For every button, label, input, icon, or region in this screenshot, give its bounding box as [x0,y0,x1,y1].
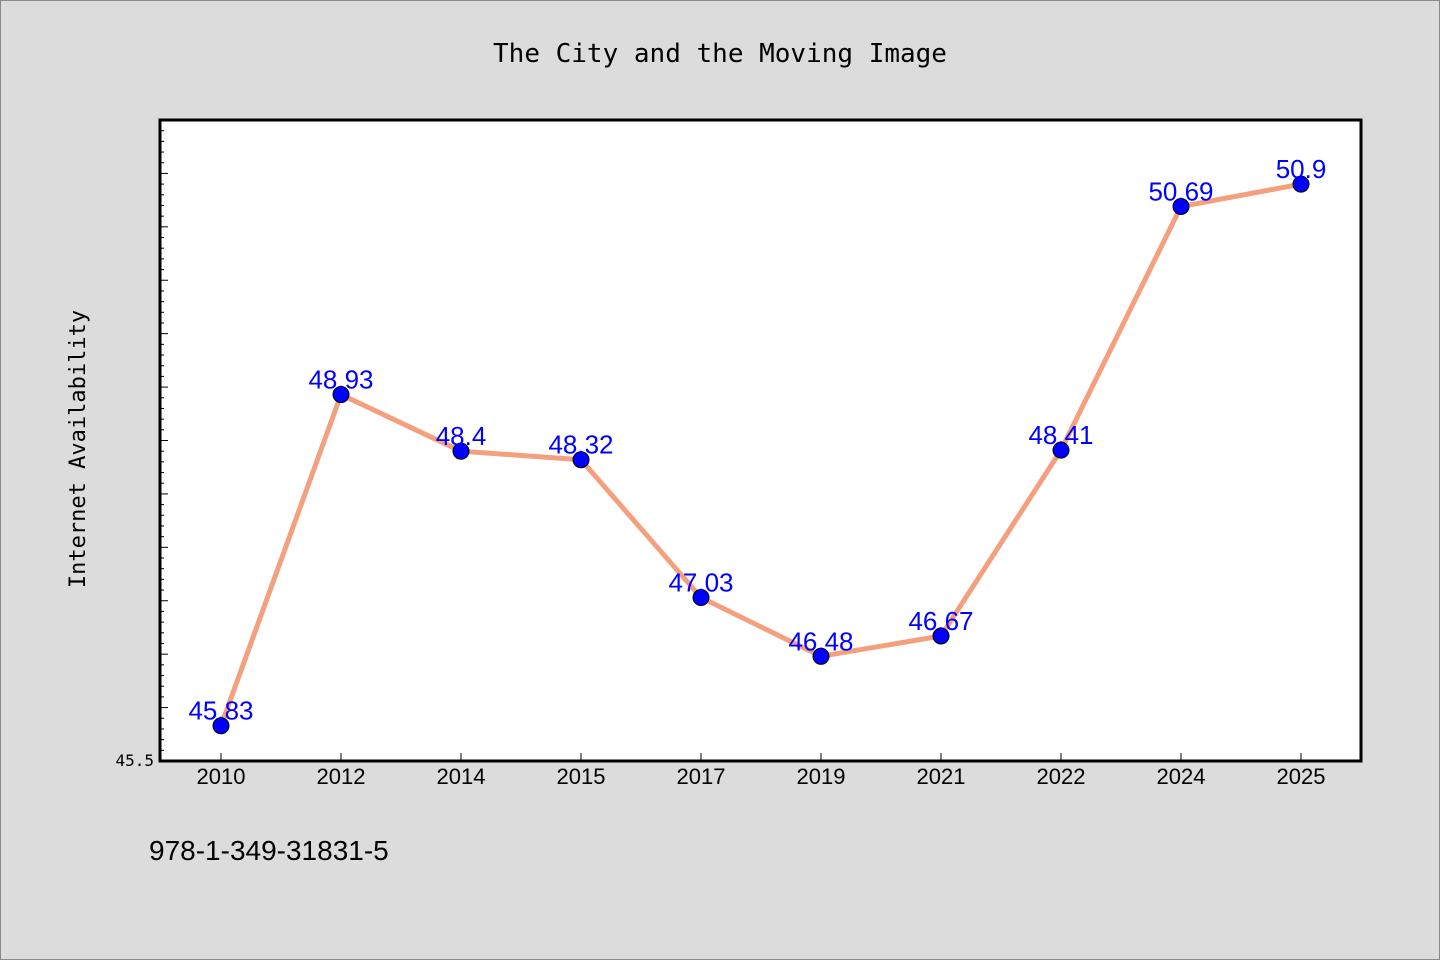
data-label: 50.69 [1148,177,1213,207]
data-point [332,386,350,404]
x-axis-ticks: 2010 2012 2014 2015 2017 2019 2021 2022 2024 2025 [197,753,1326,789]
data-point [572,451,590,469]
data-point [452,442,470,460]
data-point [1172,198,1190,216]
data-label: 46.48 [788,626,853,656]
data-label: 47.03 [668,568,733,598]
x-tick-label: 2025 [1277,764,1326,789]
data-point [812,647,830,665]
data-label: 48.93 [308,365,373,395]
x-tick-label: 2015 [557,764,606,789]
x-tick-label: 2010 [197,764,246,789]
plot-area [158,118,1363,763]
x-tick-label: 2022 [1037,764,1086,789]
x-tick-label: 2014 [437,764,486,789]
x-tick-label: 2012 [317,764,366,789]
data-labels: 45.83 48.93 48.4 48.32 47.03 46.48 46.67 48.41 5… [188,154,1326,726]
x-tick-label: 2017 [677,764,726,789]
data-label: 48.41 [1028,420,1093,450]
data-point [692,589,710,607]
x-tick-label: 2019 [797,764,846,789]
x-tick-label: 2021 [917,764,966,789]
data-point [1292,175,1310,193]
series-line [218,181,1302,727]
data-label: 45.83 [188,696,253,726]
data-label: 50.9 [1276,154,1327,184]
data-label: 48.4 [436,421,487,451]
data-point [1052,441,1070,459]
isbn-caption: 978-1-349-31831-5 [149,835,389,866]
data-label: 46.67 [908,606,973,636]
chart-title: The City and the Moving Image [493,39,947,69]
data-point [932,627,950,645]
y-tick-label: 45.5 [115,751,154,770]
data-point [212,717,230,735]
data-label: 48.32 [548,430,613,460]
y-axis-ticks: 45.5 [115,130,168,770]
series-group [212,175,1310,735]
y-axis-label: Internet Availability [66,310,91,588]
x-tick-label: 2024 [1157,764,1206,789]
